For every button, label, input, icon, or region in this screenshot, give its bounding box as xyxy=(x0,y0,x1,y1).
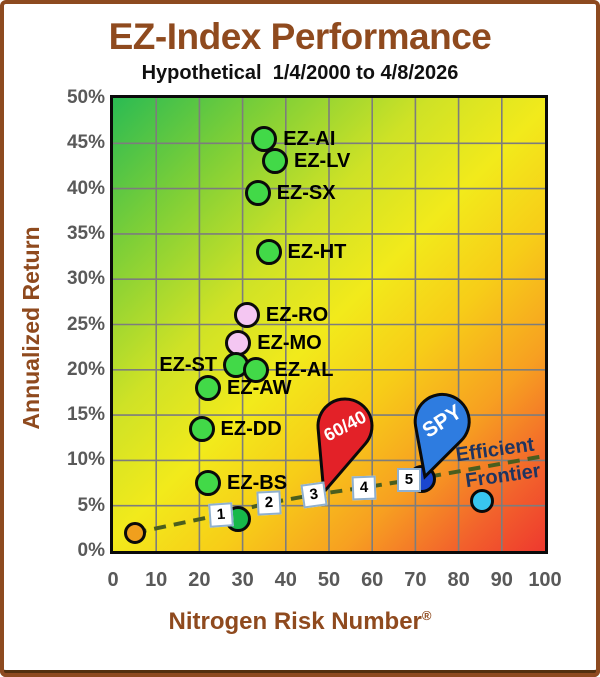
point-label-ez-st: EZ-ST xyxy=(159,354,218,377)
y-tick-50: 50% xyxy=(66,87,105,108)
balloon-60-40 xyxy=(316,397,374,496)
milestone-box-1: 1 xyxy=(208,501,234,528)
point-label-ez-aw: EZ-AW xyxy=(227,376,292,399)
y-tick-10: 10% xyxy=(66,449,105,471)
point-label-ez-bs: EZ-BS xyxy=(227,472,288,495)
y-tick-5: 5% xyxy=(77,494,105,516)
milestone-box-2: 2 xyxy=(255,490,282,516)
milestone-box-5: 5 xyxy=(396,468,421,493)
y-tick-0: 0% xyxy=(77,540,105,561)
y-tick-30: 30% xyxy=(66,268,105,290)
point-ez-ai xyxy=(251,125,278,152)
y-tick-15: 15% xyxy=(66,404,105,426)
x-tick-70: 70 xyxy=(404,569,427,591)
x-axis-title: Nitrogen Risk Number® xyxy=(0,608,600,636)
y-tick-40: 40% xyxy=(66,177,105,199)
x-tick-0: 0 xyxy=(107,569,119,591)
milestone-box-4: 4 xyxy=(351,475,376,500)
y-tick-25: 25% xyxy=(66,313,105,335)
point-start-point xyxy=(123,521,146,544)
point-ez-ht xyxy=(255,239,282,266)
point-label-ez-ro: EZ-RO xyxy=(265,304,329,327)
chart-title: EZ-Index Performance xyxy=(108,16,492,57)
x-tick-50: 50 xyxy=(317,569,341,591)
point-ez-bs xyxy=(195,470,222,497)
y-tick-35: 35% xyxy=(66,222,105,244)
x-tick-40: 40 xyxy=(274,569,297,591)
y-tick-20: 20% xyxy=(66,358,105,380)
x-axis-title-text: Nitrogen Risk Number xyxy=(168,608,422,635)
registered-trademark-symbol: ® xyxy=(421,608,432,623)
balloon-svg: 60/40 SPY xyxy=(316,392,471,496)
point-label-ez-dd: EZ-DD xyxy=(220,417,282,440)
point-label-ez-al: EZ-AL xyxy=(274,358,334,381)
point-ez-al xyxy=(242,356,269,383)
x-tick-30: 30 xyxy=(231,569,254,591)
point-label-ez-ht: EZ-HT xyxy=(287,241,347,264)
plot-area: EZ-AI EZ-LV EZ-SX EZ-HT EZ-RO EZ-MO EZ-ST EZ-AL… xyxy=(110,95,548,554)
x-tick-10: 10 xyxy=(145,569,168,591)
y-tick-45: 45% xyxy=(66,132,105,154)
point-ez-lv xyxy=(262,148,288,175)
point-label-ez-ai: EZ-AI xyxy=(283,127,336,150)
point-ez-ro xyxy=(233,302,260,329)
x-tick-80: 80 xyxy=(447,569,470,591)
point-label-ez-mo: EZ-MO xyxy=(257,331,322,354)
point-market-point xyxy=(470,489,495,514)
point-ez-sx xyxy=(244,180,271,207)
x-tick-90: 90 xyxy=(490,569,513,591)
point-label-ez-lv: EZ-LV xyxy=(294,150,351,173)
point-ez-aw xyxy=(195,374,222,401)
balloon-spy xyxy=(413,392,471,480)
chart-subtitle: Hypothetical 1/4/2000 to 4/8/2026 xyxy=(141,62,459,84)
point-label-ez-sx: EZ-SX xyxy=(276,182,336,205)
point-ez-dd xyxy=(188,415,215,442)
x-tick-20: 20 xyxy=(188,569,211,591)
milestone-box-3: 3 xyxy=(300,481,328,509)
x-tick-100: 100 xyxy=(528,569,562,591)
x-tick-60: 60 xyxy=(361,569,384,591)
